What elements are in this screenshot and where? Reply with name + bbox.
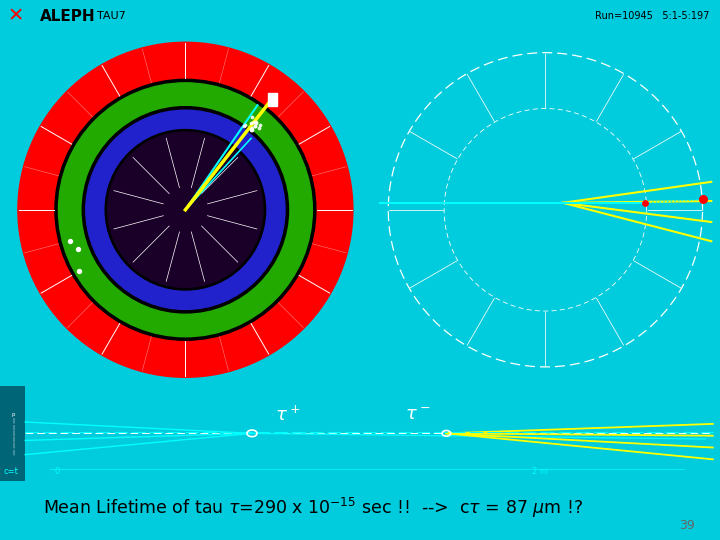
Circle shape: [58, 83, 312, 337]
Point: [64, 237, 76, 245]
Text: $\tau^+$: $\tau^+$: [275, 406, 301, 425]
Circle shape: [86, 110, 285, 309]
Circle shape: [55, 79, 316, 340]
Circle shape: [18, 42, 353, 377]
Point: [254, 120, 266, 129]
Text: Mean Lifetime of tau $\tau$=290 x 10$^{-15}$ sec !!  -->  c$\tau$ = 87 $\mu$m !?: Mean Lifetime of tau $\tau$=290 x 10$^{-…: [43, 496, 583, 520]
Text: 2 m: 2 m: [532, 467, 548, 476]
Circle shape: [108, 132, 263, 287]
Text: 39: 39: [679, 518, 695, 532]
Text: ✕: ✕: [8, 6, 24, 25]
Point: [249, 122, 261, 130]
Text: 0: 0: [55, 467, 60, 476]
Text: TAU7: TAU7: [97, 11, 126, 21]
Point: [248, 118, 259, 126]
Point: [73, 267, 84, 276]
Point: [72, 245, 84, 253]
Point: [246, 126, 258, 134]
Text: c=t: c=t: [4, 467, 19, 476]
Bar: [0, 386, 25, 481]
Point: [251, 119, 262, 127]
Point: [245, 119, 256, 127]
Point: [249, 122, 261, 131]
Point: [245, 126, 256, 134]
Text: ALEPH: ALEPH: [40, 9, 95, 24]
Circle shape: [105, 130, 266, 290]
Point: [239, 120, 251, 129]
Point: [250, 118, 261, 126]
Point: [238, 122, 250, 131]
Point: [697, 195, 708, 204]
Bar: [268, 93, 276, 106]
Point: [245, 124, 256, 133]
Point: [639, 199, 651, 207]
Point: [246, 124, 258, 132]
Circle shape: [82, 106, 289, 313]
Point: [246, 113, 258, 122]
Text: p
|
|
|
|
|
|: p | | | | | |: [12, 412, 14, 455]
Text: $\tau^-$: $\tau^-$: [405, 407, 431, 424]
Text: Run=10945   5:1-5:197: Run=10945 5:1-5:197: [595, 11, 709, 21]
Point: [253, 123, 265, 132]
